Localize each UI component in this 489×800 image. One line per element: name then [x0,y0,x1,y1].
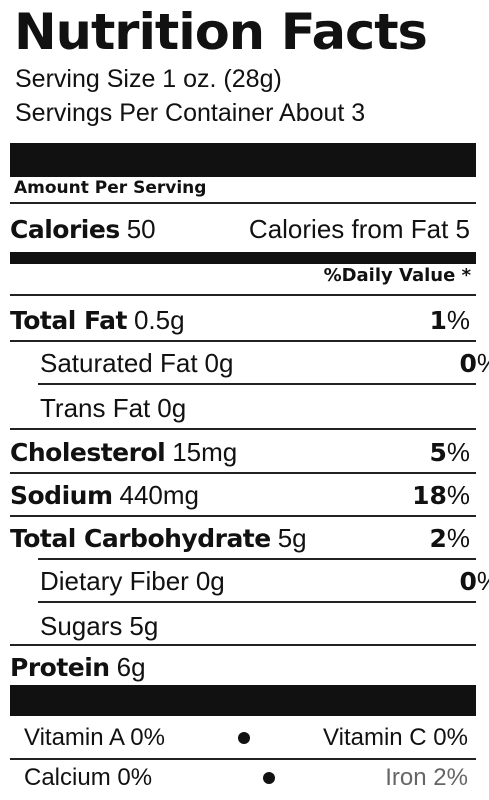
label-title: Nutrition Facts [14,3,428,61]
calories-value: 50 [126,213,156,244]
nutrient-amount: 0g [157,392,187,423]
nutrient-label: Saturated Fat [40,347,198,378]
calories-row: Calories 50 Calories from Fat 5 [10,209,470,249]
nutrient-row-cholesterol: Cholesterol 15mg 5% [10,432,470,472]
divider [10,340,476,342]
nutrient-label: Sugars [40,610,123,641]
divider [10,428,476,430]
medium-divider [10,252,476,264]
divider [38,601,476,603]
nutrient-row-sodium: Sodium 440mg 18% [10,475,470,515]
percent-sign: % [477,566,489,596]
divider [10,294,476,296]
divider [10,472,476,474]
nutrient-label: Trans Fat [40,392,151,423]
nutrient-amount: 0g [195,565,225,596]
nutrient-row-trans-fat: Trans Fat 0g [10,388,489,428]
calcium: Calcium 0% [24,764,153,791]
bullet-icon [262,772,275,784]
vitamin-row-2: Calcium 0% Iron 2% [24,760,468,796]
percent-sign: % [446,436,470,467]
nutrient-row-protein: Protein 6g [10,647,470,687]
thick-divider-top [10,143,476,177]
divider [10,202,476,204]
nutrient-label: Sodium [10,480,113,510]
daily-value-number: 18 [412,480,447,510]
servings-per-container: Servings Per Container About 3 [15,99,366,127]
nutrient-row-total-fat: Total Fat 0.5g 1% [10,300,470,340]
daily-value-number: 0 [459,348,477,378]
divider [10,515,476,517]
vitamin-row-1: Vitamin A 0% Vitamin C 0% [24,720,468,756]
calories-from-fat: Calories from Fat 5 [248,213,470,244]
nutrient-row-saturated-fat: Saturated Fat 0g 0% [10,343,489,383]
percent-sign: % [477,348,489,378]
nutrient-amount: 5g [129,610,159,641]
percent-sign: % [446,479,470,510]
nutrient-label: Dietary Fiber [40,565,189,596]
divider [38,558,476,560]
nutrient-amount: 440mg [119,479,200,510]
nutrient-row-dietary-fiber: Dietary Fiber 0g 0% [10,561,489,601]
nutrient-amount: 0g [204,347,234,378]
nutrient-amount: 0.5g [133,304,185,335]
vitamin-c: Vitamin C 0% [323,724,468,751]
nutrient-label: Cholesterol [10,437,166,467]
percent-sign: % [446,522,470,553]
nutrient-label: Protein [10,652,110,682]
calories-label: Calories [10,214,120,244]
daily-value-number: 2 [429,523,447,553]
divider [10,644,476,646]
serving-size: Serving Size 1 oz. (28g) [15,65,282,93]
nutrient-amount: 5g [277,522,307,553]
daily-value-header: %Daily Value * [323,265,471,286]
nutrient-amount: 6g [116,651,146,682]
percent-sign: % [446,304,470,335]
amount-per-serving: Amount Per Serving [14,178,207,198]
nutrient-row-sugars: Sugars 5g [10,606,489,646]
daily-value-number: 0 [459,566,477,596]
nutrient-label: Total Carbohydrate [10,523,271,553]
vitamin-a: Vitamin A 0% [24,724,165,751]
nutrient-amount: 15mg [172,436,238,467]
iron: Iron 2% [385,764,468,791]
daily-value-number: 1 [429,305,447,335]
nutrient-label: Total Fat [10,305,127,335]
thick-divider-bottom [10,685,476,716]
divider [38,383,476,385]
nutrient-row-total-carbohydrate: Total Carbohydrate 5g 2% [10,518,470,558]
bullet-icon [238,732,251,744]
divider [10,758,476,760]
daily-value-number: 5 [429,437,447,467]
